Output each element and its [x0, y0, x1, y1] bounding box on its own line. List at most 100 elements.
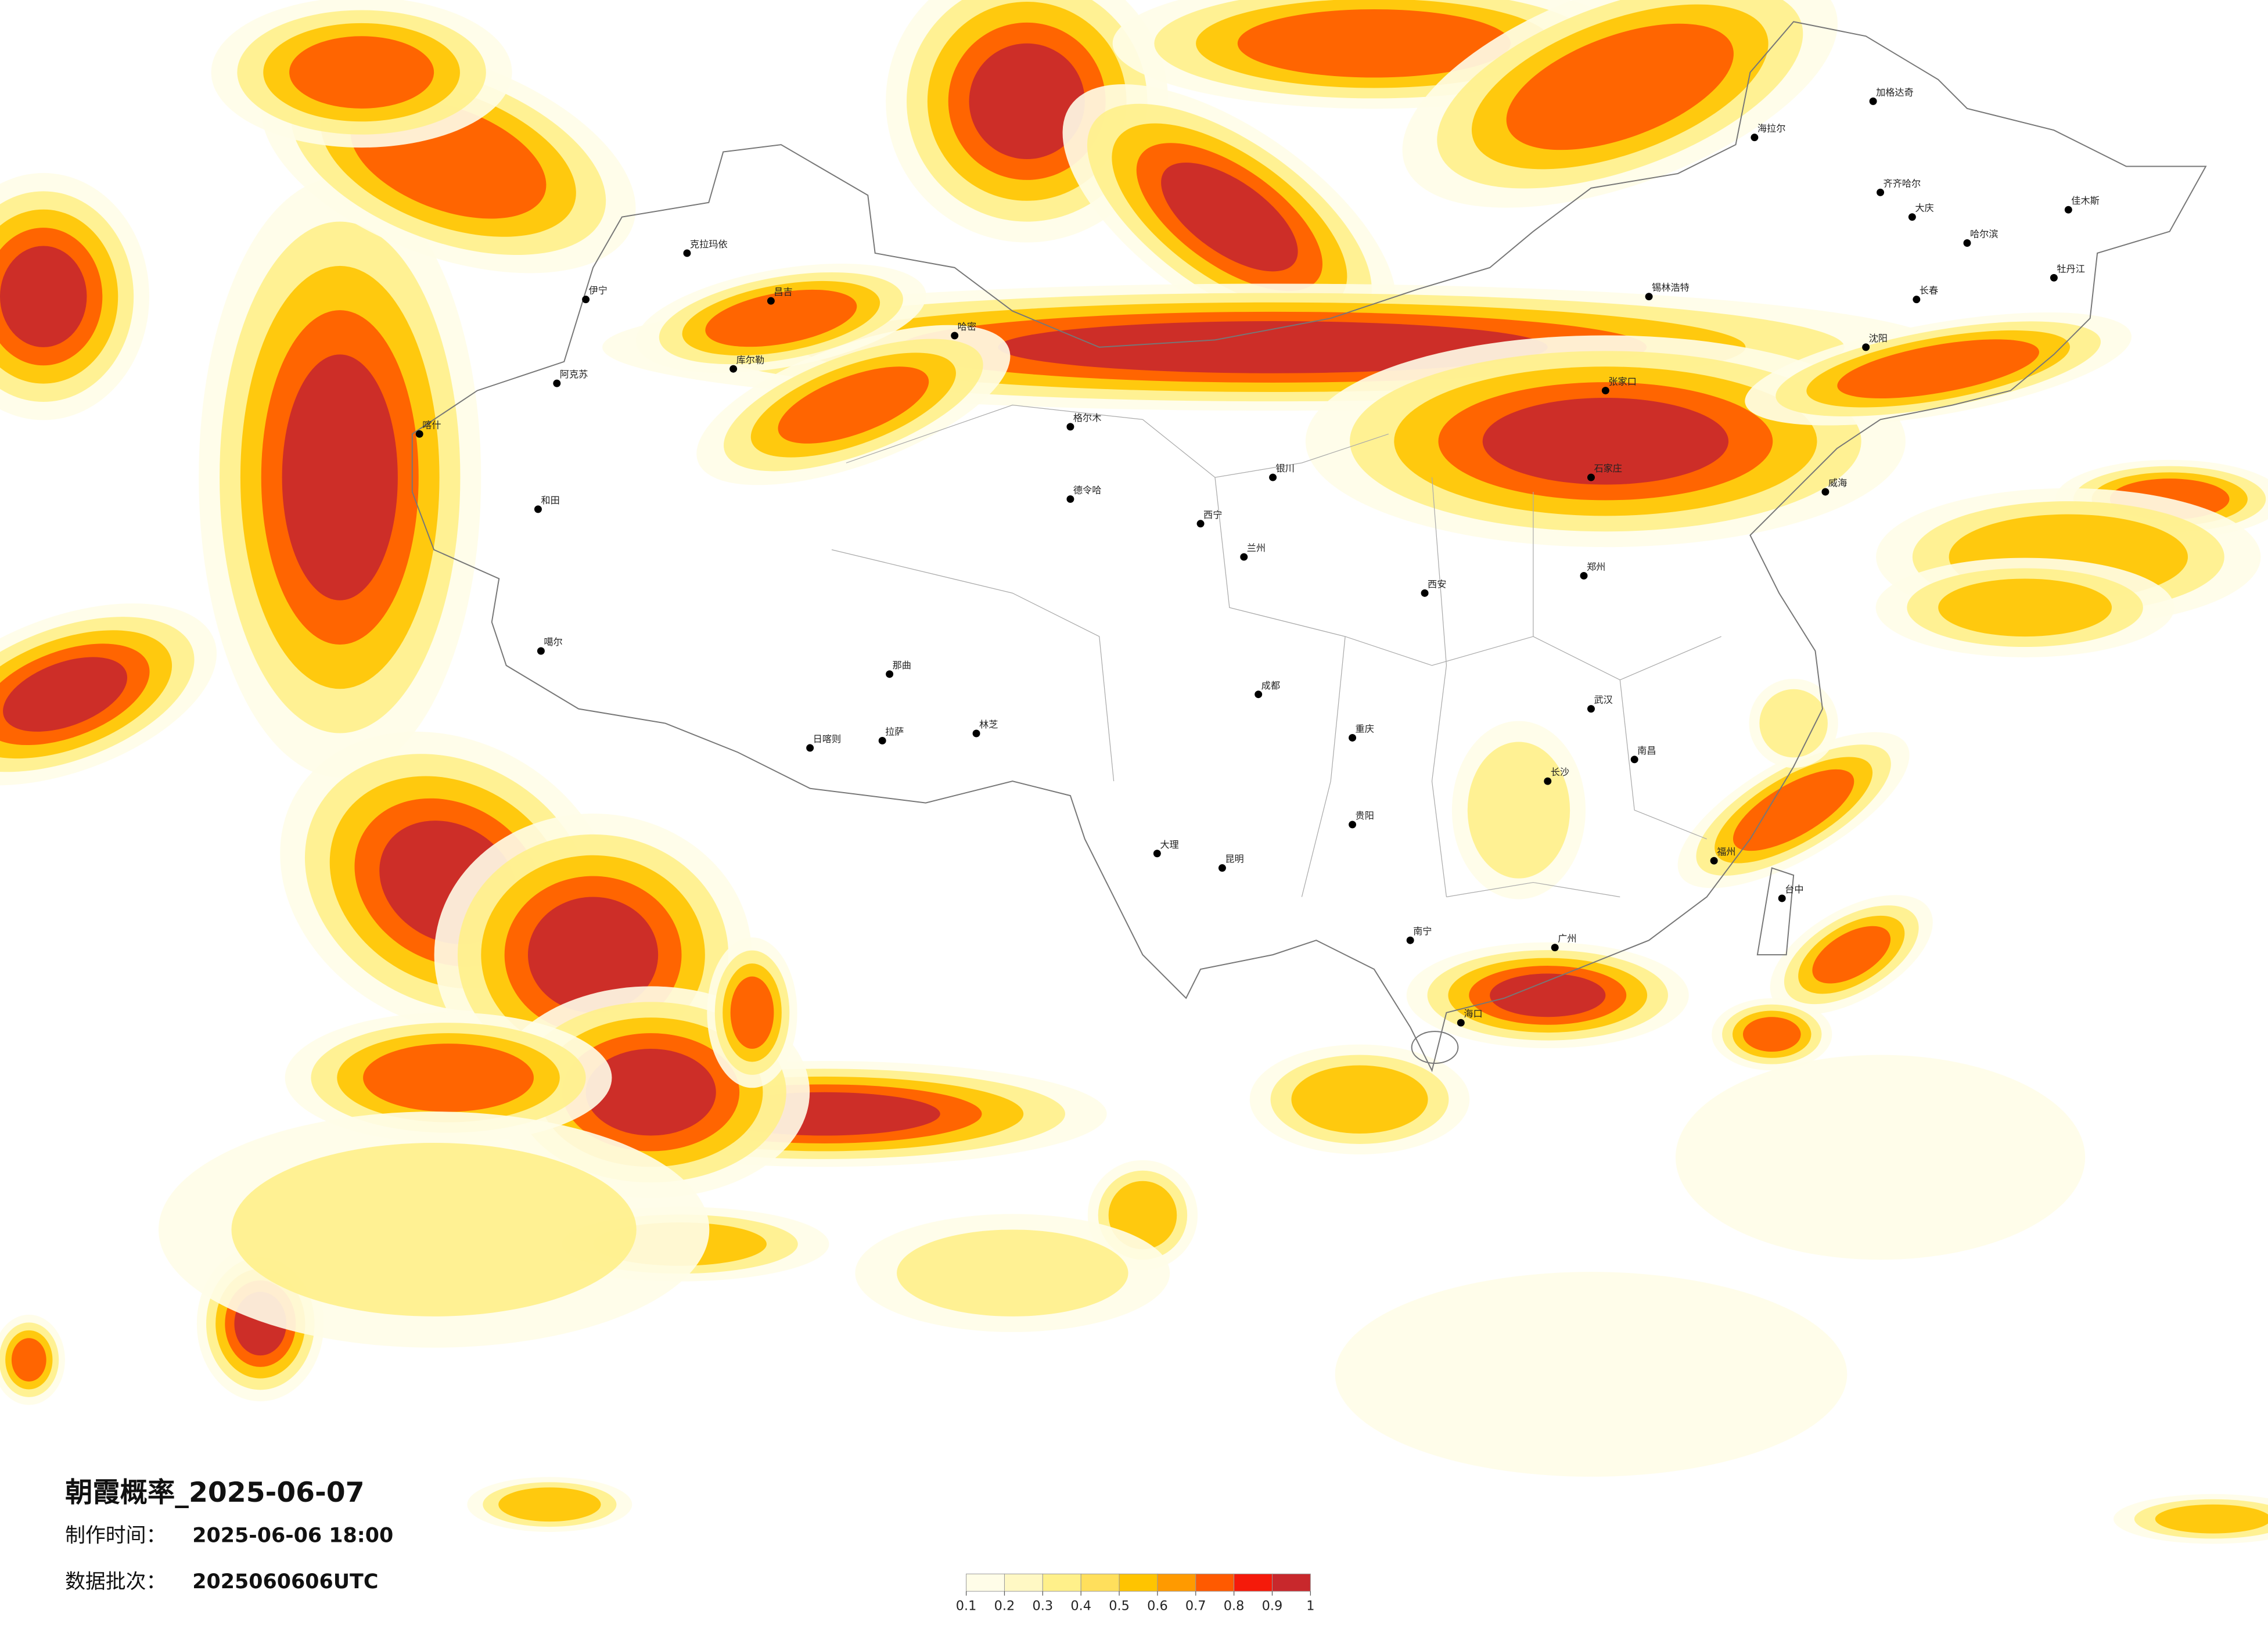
city-dot	[1551, 944, 1559, 952]
city-label: 南宁	[1413, 926, 1432, 937]
colorbar-tick-label: 0.2	[994, 1599, 1015, 1614]
city-dot	[1421, 589, 1429, 597]
city-dot	[806, 744, 814, 752]
city-label: 海拉尔	[1757, 123, 1786, 134]
probability-patch	[363, 1044, 534, 1112]
city-dot	[1908, 213, 1916, 221]
city-label: 拉萨	[885, 726, 904, 737]
colorbar-swatch	[1234, 1573, 1273, 1592]
city-dot	[878, 736, 886, 744]
city-label: 噶尔	[544, 636, 562, 647]
city-label: 克拉玛依	[690, 239, 728, 250]
colorbar-swatch	[1004, 1573, 1043, 1592]
city-label: 佳木斯	[2071, 195, 2100, 206]
city-dot	[1406, 936, 1414, 944]
colorbar-tick-label: 0.9	[1262, 1599, 1283, 1614]
city-dot	[1544, 777, 1552, 785]
city-dot	[2050, 274, 2058, 282]
city-dot	[582, 296, 590, 304]
city-label: 齐齐哈尔	[1884, 178, 1921, 189]
probability-patch	[498, 1487, 601, 1522]
probability-patch	[2155, 1504, 2268, 1534]
colorbar-swatch	[1080, 1573, 1120, 1592]
city-label: 喀什	[422, 419, 441, 430]
city-label: 贵阳	[1356, 810, 1374, 821]
probability-patch	[528, 897, 659, 1013]
city-label: 长沙	[1551, 767, 1569, 778]
city-label: 伊宁	[589, 285, 608, 296]
city-label: 锡林浩特	[1652, 282, 1690, 293]
city-dot	[1580, 571, 1588, 580]
probability-patch	[1759, 689, 1828, 758]
city-label: 昌吉	[774, 286, 792, 297]
probability-patch	[1291, 1065, 1428, 1134]
province-lines	[831, 404, 1721, 898]
city-label: 沈阳	[1869, 333, 1888, 344]
city-label: 武汉	[1594, 695, 1612, 706]
probability-patch	[1812, 926, 1891, 984]
city-dot	[1710, 857, 1718, 865]
city-label: 大庆	[1915, 203, 1933, 214]
city-dot	[1269, 473, 1277, 481]
city-label: 格尔木	[1073, 412, 1102, 423]
city-dot	[683, 249, 691, 257]
city-label: 林芝	[979, 719, 998, 730]
probability-patch	[1733, 769, 1854, 851]
city-dot	[1240, 553, 1248, 561]
city-dot	[1862, 343, 1870, 351]
city-dot	[1778, 894, 1786, 902]
city-dot	[1601, 387, 1609, 395]
probability-patch	[897, 1229, 1128, 1316]
city-dot	[1349, 821, 1357, 829]
city-dot	[1066, 495, 1074, 503]
city-label: 西宁	[1203, 509, 1222, 520]
probability-patch	[1467, 742, 1570, 879]
probability-patch	[289, 36, 434, 109]
probability-patch	[1938, 578, 2112, 637]
city-dot	[951, 332, 959, 340]
city-dot	[1587, 705, 1595, 713]
city-dot	[534, 505, 542, 513]
city-label: 长春	[1920, 285, 1938, 296]
city-dot	[553, 379, 561, 387]
colorbar: 0.1 0.2 0.3 0.4 0.5 0.6 0.7 0.8 0.9 1	[956, 1573, 1314, 1614]
colorbar-swatch	[966, 1573, 1005, 1592]
probability-patch	[282, 354, 398, 600]
city-label: 日喀则	[813, 733, 842, 744]
city-dot	[1153, 850, 1161, 858]
city-label: 威海	[1828, 477, 1847, 488]
city-label: 广州	[1558, 933, 1576, 944]
probability-patch	[1742, 1017, 1801, 1052]
probability-patch	[705, 289, 857, 347]
probability-patch	[1506, 23, 1734, 150]
taiwan-border	[1756, 867, 1795, 956]
city-dot	[1196, 520, 1205, 528]
colorbar-tick-label: 0.7	[1185, 1599, 1206, 1614]
probability-patch	[1161, 162, 1298, 272]
probability-patch	[969, 43, 1085, 160]
probability-patch	[998, 321, 1548, 373]
city-dot	[1630, 756, 1638, 764]
city-label: 阿克苏	[560, 369, 588, 380]
city-label: 哈密	[958, 321, 976, 332]
probability-field	[0, 0, 2268, 1544]
probability-patch	[1837, 339, 2039, 399]
probability-patch	[1675, 1055, 2086, 1260]
probability-patch	[1237, 9, 1511, 78]
probability-patch	[1482, 398, 1729, 485]
city-label: 德令哈	[1073, 484, 1102, 495]
city-label: 兰州	[1247, 542, 1266, 553]
city-label: 海口	[1464, 1008, 1482, 1019]
city-dot	[1963, 239, 1971, 247]
probability-patch	[1490, 973, 1606, 1017]
colorbar-tick-label: 0.8	[1224, 1599, 1245, 1614]
city-label: 郑州	[1587, 561, 1605, 572]
info-label: 数据批次：	[65, 1570, 166, 1593]
probability-patch	[778, 366, 929, 444]
colorbar-tick-label: 0.1	[956, 1599, 977, 1614]
city-dot	[1457, 1019, 1465, 1027]
city-dot	[1821, 488, 1830, 496]
city-dot	[2064, 206, 2072, 214]
